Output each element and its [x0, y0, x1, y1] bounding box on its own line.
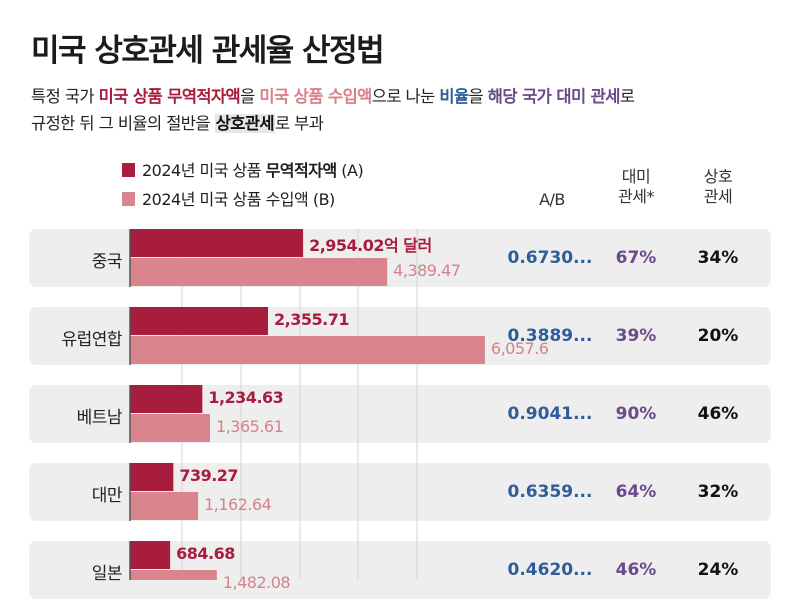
unit-label: 억 달러 [384, 236, 432, 255]
reciprocal-value: 24% [697, 560, 739, 580]
legend-export-suffix: (A) [336, 161, 364, 180]
column-header-reciprocal-line1: 상호 [703, 167, 733, 186]
tariff-value: 64% [615, 482, 657, 502]
data-label-export-value: 2,355.71 [274, 310, 349, 329]
bar-import [130, 414, 211, 442]
data-label-export: 1,234.63 [208, 388, 283, 407]
data-label-export: 684.68 [176, 544, 235, 563]
bar-export [130, 385, 203, 413]
bar-export [130, 307, 269, 335]
description-segment: 규정한 뒤 그 비율의 절반을 [31, 114, 215, 133]
ratio-value: 0.9041... [507, 404, 593, 424]
description-segment: 미국 상품 수입액 [259, 87, 372, 106]
reciprocal-value: 46% [697, 404, 739, 424]
data-label-export: 2,355.71 [274, 310, 349, 329]
column-header-ratio: A/B [522, 190, 582, 210]
description-segment: 해당 국가 대미 관세 [487, 87, 621, 106]
column-header-tariff: 대미 관세* [606, 167, 666, 207]
description-segment: 특정 국가 [31, 87, 99, 106]
data-label-export: 2,954.02억 달러 [309, 232, 432, 256]
description-segment: 을 [468, 87, 488, 106]
legend-import-label: 2024년 미국 상품 수입액 (B) [142, 190, 335, 209]
bar-export [130, 541, 171, 569]
description-segment: 비율 [439, 87, 469, 106]
tariff-value: 67% [615, 248, 657, 268]
description-segment: 로 부과 [274, 114, 324, 133]
column-header-reciprocal: 상호 관세 [688, 167, 748, 207]
category-label: 일본 [91, 564, 123, 584]
category-label: 대만 [91, 486, 123, 506]
bar-export [130, 229, 304, 257]
bar-export [130, 463, 174, 491]
description-segment: 로 [619, 87, 635, 106]
column-header-ratio-text: A/B [539, 190, 565, 209]
reciprocal-value: 32% [697, 482, 739, 502]
bar-chart [129, 229, 485, 580]
tariff-value: 46% [615, 560, 657, 580]
data-label-export-value: 739.27 [179, 466, 239, 485]
bar-import [130, 570, 217, 580]
description-line-2: 규정한 뒤 그 비율의 절반을 상호관세로 부과 [31, 110, 324, 134]
data-label-export: 739.27 [179, 466, 238, 485]
legend-import: 2024년 미국 상품 수입액 (B) [122, 186, 335, 210]
ratio-value: 0.3889... [507, 326, 593, 346]
category-label: 중국 [91, 252, 123, 272]
bar-import [130, 492, 199, 520]
description-line-1: 특정 국가 미국 상품 무역적자액을 미국 상품 수입액으로 나눈 비율을 해당… [31, 83, 635, 107]
reciprocal-value: 20% [697, 326, 739, 346]
legend-swatch-import [122, 192, 135, 206]
tariff-value: 90% [615, 404, 657, 424]
tariff-value: 39% [615, 326, 657, 346]
data-label-import: 1,162.64 [204, 495, 272, 514]
description-segment: 상호관세 [214, 114, 275, 133]
data-label-import: 1,482.08 [222, 573, 291, 592]
legend-swatch-export [122, 163, 135, 177]
bar-import [130, 258, 388, 286]
data-label-export-value: 2,954.02 [309, 236, 385, 255]
description-segment: 으로 나눈 [371, 87, 440, 106]
bar-import [130, 336, 485, 364]
reciprocal-value: 34% [697, 248, 739, 268]
ratio-value: 0.6359... [507, 482, 593, 502]
ratio-value: 0.6730... [507, 248, 593, 268]
data-label-import: 4,389.47 [393, 261, 461, 280]
page-title: 미국 상호관세 관세율 산정법 [31, 33, 385, 69]
legend-export-strong: 무역적자액 [265, 161, 338, 180]
column-header-reciprocal-line2: 관세 [703, 187, 733, 206]
data-label-import: 6,057.6 [490, 339, 549, 358]
description-segment: 을 [240, 87, 260, 106]
data-label-export-value: 684.68 [176, 544, 235, 563]
data-label-export-value: 1,234.63 [208, 388, 284, 407]
data-label-import: 1,365.61 [216, 417, 284, 436]
legend-export-prefix: 2024년 미국 상품 [142, 161, 266, 180]
column-header-tariff-line1: 대미 [621, 167, 651, 186]
legend-export: 2024년 미국 상품 무역적자액 (A) [122, 157, 364, 181]
column-header-tariff-line2: 관세* [618, 187, 654, 206]
category-label: 베트남 [76, 408, 123, 428]
category-label: 유럽연합 [61, 330, 122, 350]
ratio-value: 0.4620... [507, 560, 593, 580]
description-segment: 미국 상품 무역적자액 [98, 87, 241, 106]
